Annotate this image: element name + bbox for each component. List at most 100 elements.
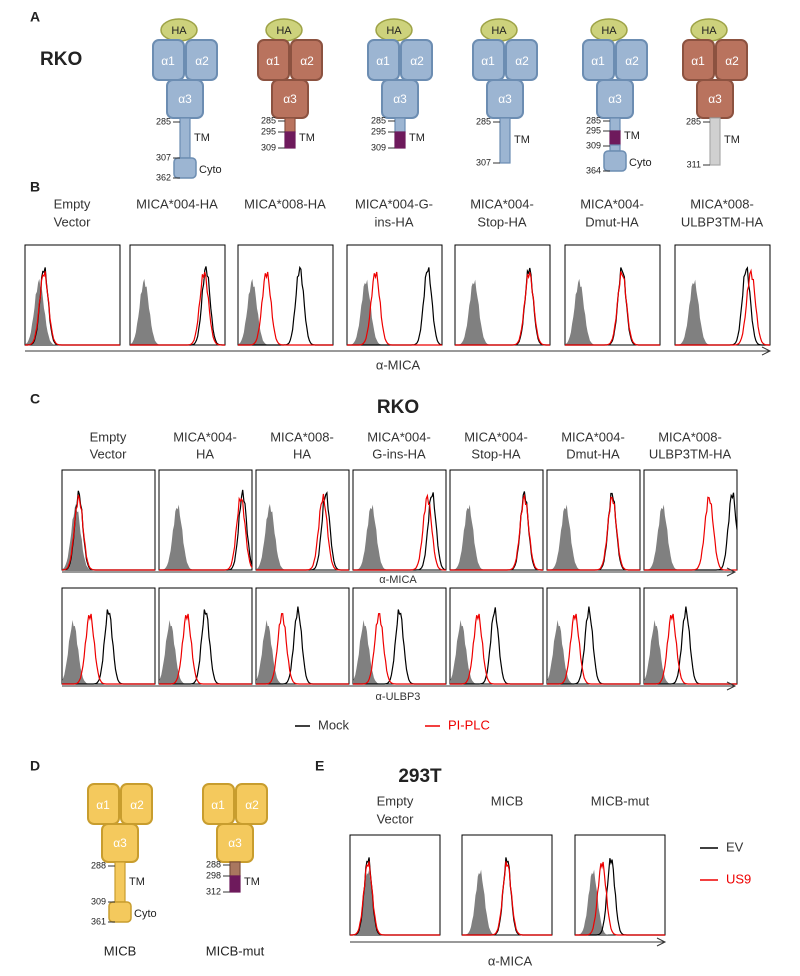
- sample-label: Stop-HA: [477, 214, 526, 229]
- red-curve: [350, 861, 440, 936]
- cyto: [173, 157, 197, 179]
- sample-label: Dmut-HA: [585, 214, 639, 229]
- position: 285: [261, 115, 276, 125]
- position: 285: [686, 116, 701, 126]
- red-curve: [347, 271, 442, 346]
- red-curve: [644, 496, 737, 571]
- domain-label: α3: [708, 92, 722, 106]
- sample-label: MICA*008-: [690, 196, 754, 211]
- position: 361: [91, 916, 106, 926]
- red-curve: [159, 613, 252, 685]
- position: 309: [91, 896, 106, 906]
- stem: [609, 130, 621, 146]
- sample-label: HA: [196, 446, 214, 461]
- position: 295: [371, 126, 386, 136]
- position: 285: [156, 116, 171, 126]
- domain-label: α2: [245, 798, 259, 812]
- sample-label: Empty: [90, 429, 127, 444]
- sample-label: MICA*004-: [464, 429, 528, 444]
- arrow-head: [726, 567, 737, 577]
- domain-label: α1: [481, 54, 495, 68]
- stem: [284, 117, 296, 133]
- sample-label: ULBP3TM-HA: [649, 446, 732, 461]
- position: 307: [476, 157, 491, 167]
- red-curve: [565, 271, 660, 346]
- stem: [179, 117, 191, 159]
- isotype-fill: [238, 278, 333, 345]
- domain: [152, 39, 185, 81]
- position: 311: [687, 159, 701, 169]
- domain-label: α3: [178, 92, 192, 106]
- isotype-fill: [159, 620, 252, 684]
- domain-label: α1: [376, 54, 390, 68]
- legend-label: PI-PLC: [448, 717, 490, 732]
- domain: [290, 39, 323, 81]
- legend-label: Mock: [318, 717, 350, 732]
- isotype-fill: [462, 869, 552, 935]
- cyto-label: Cyto: [629, 157, 652, 169]
- cell-line: RKO: [377, 397, 419, 418]
- position: 309: [371, 142, 386, 152]
- tm-label: TM: [129, 876, 145, 888]
- stem: [709, 117, 721, 166]
- domain-label: α2: [515, 54, 529, 68]
- cell-line: RKO: [40, 49, 82, 70]
- red-curve: [675, 268, 770, 346]
- axis-label: α-ULBP3: [376, 691, 421, 703]
- sample-label: MICA*004-G-: [355, 196, 433, 211]
- sample-label: ins-HA: [374, 214, 413, 229]
- red-curve: [450, 493, 543, 571]
- domain-label: α2: [130, 798, 144, 812]
- sample-label: MICA*004-: [561, 429, 625, 444]
- panel-label: A: [30, 9, 40, 25]
- domain-label: α2: [725, 54, 739, 68]
- domain: [582, 39, 615, 81]
- isotype-fill: [159, 504, 252, 570]
- domain: [87, 783, 120, 825]
- domain: [235, 783, 268, 825]
- isotype-fill: [565, 278, 660, 345]
- domain: [202, 783, 235, 825]
- red-curve: [450, 613, 543, 685]
- domain-label: α3: [608, 92, 622, 106]
- tm-label: TM: [514, 134, 530, 146]
- tm-label: TM: [724, 134, 740, 146]
- isotype-fill: [353, 504, 446, 570]
- sample-label: Vector: [90, 446, 128, 461]
- isotype-fill: [353, 620, 446, 684]
- position: 285: [476, 116, 491, 126]
- position: 285: [586, 115, 601, 125]
- isotype-fill: [350, 869, 440, 935]
- isotype-fill: [455, 279, 550, 345]
- isotype-fill: [575, 869, 665, 935]
- domain: [400, 39, 433, 81]
- stem: [229, 861, 241, 877]
- ha-label: HA: [701, 25, 717, 37]
- domain-label: α2: [410, 54, 424, 68]
- isotype-fill: [62, 620, 155, 684]
- red-curve: [462, 861, 552, 936]
- axis-label: α-MICA: [379, 574, 417, 586]
- isotype-fill: [644, 620, 737, 684]
- arrow-head: [726, 681, 737, 691]
- red-curve: [62, 613, 155, 685]
- cyto-label: Cyto: [134, 908, 157, 920]
- sample-label: MICA*008-: [270, 429, 334, 444]
- domain-label: α1: [266, 54, 280, 68]
- domain-label: α3: [393, 92, 407, 106]
- domain-label: α2: [625, 54, 639, 68]
- domain-label: α1: [591, 54, 605, 68]
- domain-label: α1: [691, 54, 705, 68]
- position: 295: [586, 125, 601, 135]
- tm-label: TM: [409, 132, 425, 144]
- sample-label: MICA*008-: [658, 429, 722, 444]
- cyto: [108, 901, 132, 923]
- stem: [284, 131, 296, 149]
- axis-label: α-MICA: [488, 953, 533, 968]
- red-curve: [25, 271, 120, 346]
- panel-label: B: [30, 179, 40, 195]
- panel-label: D: [30, 758, 40, 774]
- sample-label: ULBP3TM-HA: [681, 214, 764, 229]
- stem: [229, 875, 241, 893]
- domain-label: α3: [113, 836, 127, 850]
